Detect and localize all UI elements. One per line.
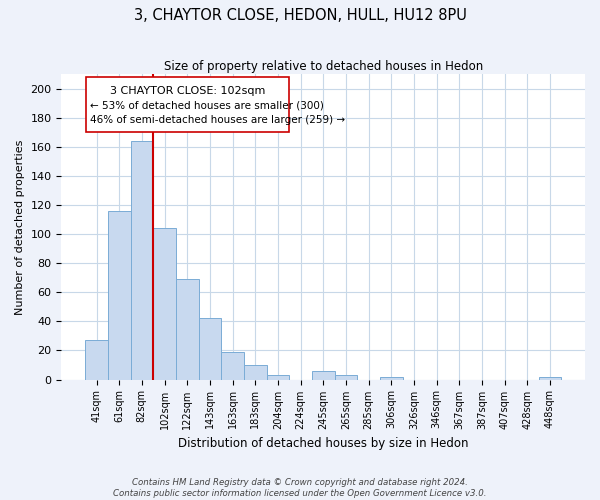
Bar bbox=[153, 228, 176, 380]
Text: 3 CHAYTOR CLOSE: 102sqm: 3 CHAYTOR CLOSE: 102sqm bbox=[110, 86, 265, 96]
Text: ← 53% of detached houses are smaller (300): ← 53% of detached houses are smaller (30… bbox=[90, 100, 323, 110]
Bar bbox=[266, 375, 289, 380]
Text: Contains HM Land Registry data © Crown copyright and database right 2024.
Contai: Contains HM Land Registry data © Crown c… bbox=[113, 478, 487, 498]
Title: Size of property relative to detached houses in Hedon: Size of property relative to detached ho… bbox=[164, 60, 483, 73]
Text: 3, CHAYTOR CLOSE, HEDON, HULL, HU12 8PU: 3, CHAYTOR CLOSE, HEDON, HULL, HU12 8PU bbox=[134, 8, 466, 22]
Bar bbox=[244, 365, 266, 380]
Bar bbox=[176, 279, 199, 380]
Bar bbox=[221, 352, 244, 380]
Bar bbox=[539, 376, 561, 380]
Bar bbox=[380, 376, 403, 380]
Bar bbox=[312, 371, 335, 380]
Bar bbox=[85, 340, 108, 380]
X-axis label: Distribution of detached houses by size in Hedon: Distribution of detached houses by size … bbox=[178, 437, 469, 450]
Bar bbox=[335, 375, 357, 380]
Bar bbox=[86, 77, 289, 132]
Bar bbox=[199, 318, 221, 380]
Bar bbox=[131, 141, 153, 380]
Text: 46% of semi-detached houses are larger (259) →: 46% of semi-detached houses are larger (… bbox=[90, 115, 345, 125]
Bar bbox=[108, 211, 131, 380]
Y-axis label: Number of detached properties: Number of detached properties bbox=[15, 139, 25, 314]
